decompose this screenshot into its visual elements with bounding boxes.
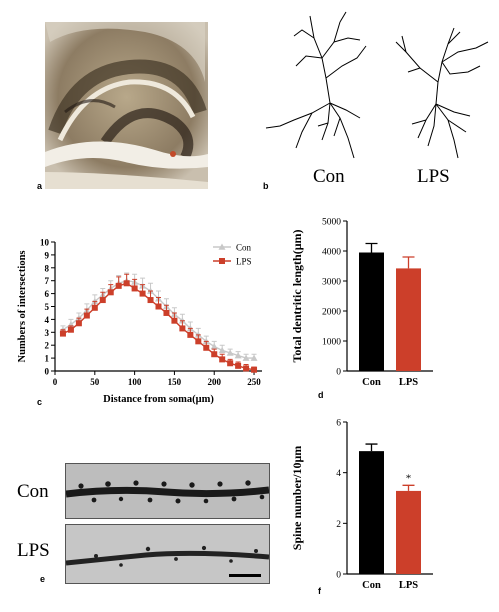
y-tick-label: 9	[45, 250, 50, 260]
data-point	[179, 325, 186, 332]
neuron-tracing-con	[262, 8, 382, 168]
y-tick-label: 0	[45, 367, 50, 377]
data-point	[210, 342, 218, 350]
x-axis-label: Distance from soma(μm)	[103, 394, 214, 405]
y-tick-label: 4	[45, 315, 50, 325]
data-point	[155, 303, 162, 310]
bar-lps	[396, 268, 421, 371]
x-category-label: LPS	[399, 580, 418, 591]
data-point	[218, 346, 226, 354]
data-point	[250, 354, 258, 361]
error-bar	[365, 242, 378, 253]
y-axis-label: Total dentritic length(μm)	[290, 229, 304, 362]
panel-letter-f: f	[318, 586, 321, 596]
data-point	[187, 331, 194, 338]
neuron-label-con: Con	[313, 166, 345, 187]
panel-letter-c: c	[37, 397, 43, 407]
data-point	[242, 354, 250, 361]
y-tick-label: 3	[45, 328, 50, 338]
spine-image-con	[65, 463, 270, 519]
data-point	[171, 317, 178, 324]
data-point	[99, 297, 106, 304]
data-point	[227, 360, 234, 367]
error-bar	[365, 443, 378, 452]
x-tick-label: 250	[247, 377, 261, 387]
y-tick-label: 0	[336, 571, 341, 581]
data-point	[91, 304, 98, 311]
data-point	[83, 312, 90, 319]
y-tick-label: 2000	[322, 308, 341, 318]
x-category-label: Con	[362, 377, 381, 388]
significance-marker: *	[406, 472, 412, 484]
bar-con	[359, 252, 384, 371]
data-point	[251, 366, 258, 373]
error-bar	[402, 256, 415, 269]
data-point	[195, 338, 202, 345]
data-point	[163, 309, 170, 316]
dendritic-length-bar-chart: 0 1000 2000 3000 4000 5000 Total dentritic len…	[290, 218, 433, 388]
x-category-label: Con	[362, 580, 381, 591]
bar-con	[359, 451, 384, 574]
x-category-label: LPS	[399, 377, 418, 388]
y-axis-label: Spine number/10μm	[290, 446, 304, 550]
y-tick-label: 0	[336, 368, 341, 378]
y-tick-label: 1000	[322, 338, 341, 348]
data-point	[147, 297, 154, 304]
x-tick-label: 100	[128, 377, 142, 387]
legend-label: LPS	[236, 257, 252, 267]
y-tick-label: 2	[336, 520, 341, 530]
y-tick-label: 8	[45, 263, 50, 273]
series-lps: LPS	[59, 257, 258, 373]
panel-letter-e: e	[40, 574, 46, 584]
data-point	[67, 326, 74, 333]
data-point	[203, 344, 210, 351]
panel-letter-b: b	[263, 181, 269, 191]
y-tick-label: 4	[336, 469, 341, 479]
data-point	[107, 289, 114, 296]
y-tick-label: 5000	[322, 218, 341, 228]
data-point	[139, 290, 146, 297]
x-tick-label: 150	[168, 377, 182, 387]
bar-lps	[396, 490, 421, 574]
y-tick-label: 2	[45, 341, 50, 351]
error-bar	[402, 484, 415, 491]
data-point	[123, 280, 130, 287]
panel-letter-a: a	[37, 181, 43, 191]
data-point	[59, 330, 66, 337]
spine-density-bar-chart: 0 2 4 6 Spine number/10μm Con LPS *	[290, 419, 433, 591]
panel-letter-d: d	[318, 390, 324, 400]
data-point	[243, 365, 250, 372]
legend-label: Con	[236, 243, 252, 253]
x-tick-label: 50	[90, 377, 100, 387]
neuron-tracing-lps	[388, 22, 498, 172]
y-tick-label: 6	[336, 419, 341, 429]
y-tick-label: 6	[45, 289, 50, 299]
data-point	[131, 285, 138, 292]
data-point	[219, 356, 226, 363]
spine-image-lps	[65, 524, 270, 584]
y-tick-label: 3000	[322, 278, 341, 288]
data-point	[211, 351, 218, 358]
data-point	[234, 352, 242, 359]
hippocampus-micrograph	[45, 22, 208, 189]
spine-label-con: Con	[17, 481, 49, 502]
spine-label-lps: LPS	[17, 540, 50, 561]
y-tick-label: 7	[45, 276, 50, 286]
y-tick-label: 1	[45, 354, 50, 364]
data-point	[75, 320, 82, 327]
y-tick-label: 4000	[322, 248, 341, 258]
y-tick-label: 10	[40, 238, 50, 248]
legend-marker	[219, 258, 225, 264]
y-tick-label: 5	[45, 302, 50, 312]
x-tick-label: 0	[53, 377, 58, 387]
y-axis-label: Numbers of intersections	[17, 251, 28, 363]
x-tick-label: 200	[207, 377, 221, 387]
data-point	[115, 282, 122, 289]
neuron-label-lps: LPS	[417, 166, 450, 187]
data-point	[226, 349, 234, 356]
legend-marker	[218, 243, 226, 250]
data-point	[235, 362, 242, 369]
